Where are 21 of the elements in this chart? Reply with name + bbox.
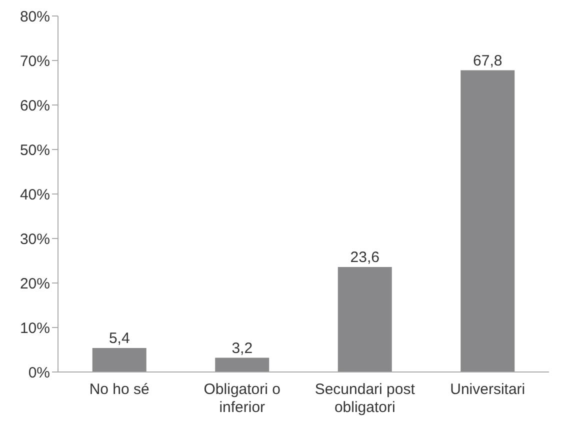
x-tick-label: No ho sé <box>89 381 150 398</box>
bar <box>215 358 270 372</box>
x-tick-label: Universitari <box>450 381 526 398</box>
data-label: 3,2 <box>232 340 253 357</box>
y-tick-label: 0% <box>28 364 50 382</box>
bar <box>460 70 515 372</box>
x-tick-label: Secundari post obligatori <box>314 381 416 416</box>
y-tick-label: 40% <box>20 186 50 204</box>
bar <box>338 266 392 372</box>
bar <box>92 348 146 372</box>
data-label: 23,6 <box>350 248 380 266</box>
y-tick-label: 80% <box>20 8 50 26</box>
data-label: 67,8 <box>473 52 502 70</box>
data-label: 5,4 <box>108 330 130 347</box>
y-tick-label: 30% <box>20 230 50 248</box>
x-tick-label: Obligatori o inferior <box>204 381 280 416</box>
y-tick-label: 20% <box>20 275 50 292</box>
y-tick-label: 60% <box>20 97 50 114</box>
y-tick-label: 10% <box>20 320 50 337</box>
y-tick-label: 50% <box>20 142 50 159</box>
y-tick-label: 70% <box>20 52 50 70</box>
